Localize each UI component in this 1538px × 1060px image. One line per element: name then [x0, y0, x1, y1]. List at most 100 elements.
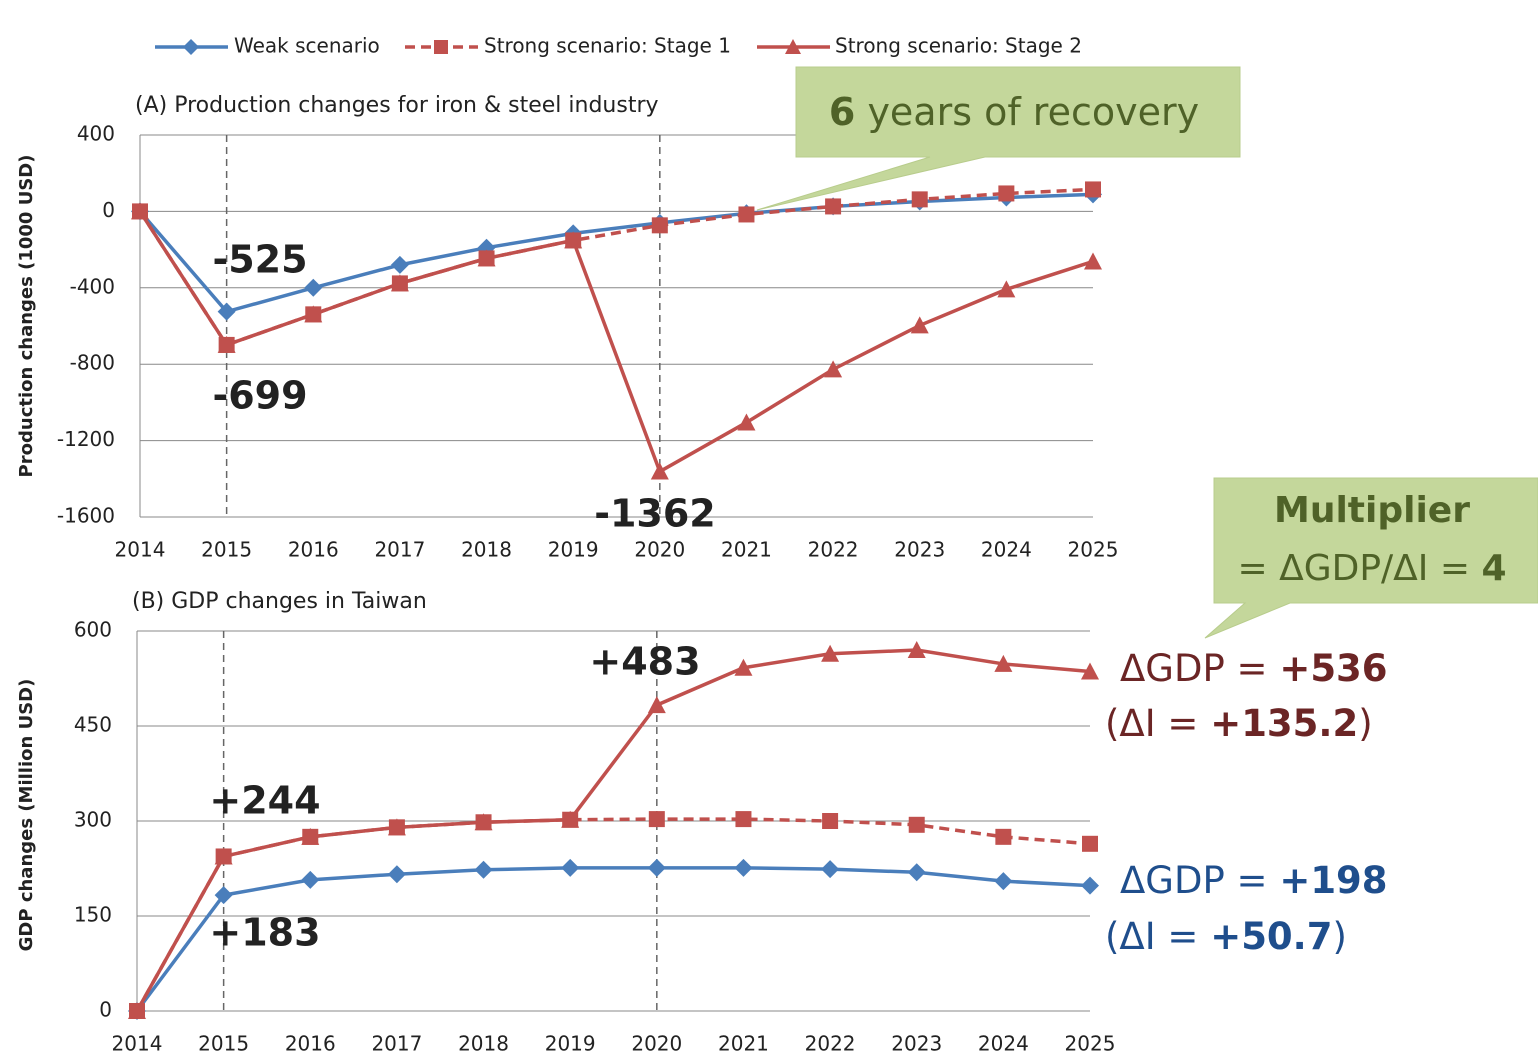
- marker: [910, 316, 929, 334]
- marker: [477, 249, 496, 267]
- marker: [908, 816, 925, 833]
- y-tick-label: 400: [77, 122, 115, 146]
- end-label: (ΔI = +135.2): [1105, 702, 1373, 745]
- marker: [824, 360, 843, 378]
- end-label-text: (ΔI =: [1105, 702, 1210, 745]
- panel-title: (B) GDP changes in Taiwan: [132, 589, 427, 614]
- marker: [1081, 876, 1099, 895]
- x-tick-label: 2021: [721, 538, 772, 562]
- annotation: +183: [209, 911, 320, 955]
- marker: [735, 811, 752, 828]
- y-axis-label: Production changes (1000 USD): [16, 155, 37, 478]
- series-line: [138, 192, 1094, 314]
- y-tick-label: -400: [70, 274, 115, 298]
- end-label-value: +536: [1279, 647, 1387, 690]
- y-tick-label: 0: [102, 198, 115, 222]
- x-tick-label: 2019: [548, 538, 599, 562]
- end-label-value: +135.2: [1210, 702, 1358, 745]
- legend-marker: [434, 40, 448, 54]
- annotation: -699: [212, 374, 307, 418]
- series-line: [138, 210, 1094, 475]
- x-tick-label: 2016: [288, 538, 339, 562]
- x-tick-label: 2018: [458, 1032, 509, 1056]
- end-label-text: ΔGDP =: [1120, 647, 1279, 690]
- marker: [214, 847, 233, 865]
- end-label-value: +198: [1279, 859, 1387, 902]
- marker: [737, 413, 756, 431]
- y-tick-label: 300: [74, 808, 112, 832]
- marker: [825, 198, 842, 215]
- marker: [561, 858, 580, 877]
- marker: [822, 813, 839, 829]
- marker: [648, 811, 665, 828]
- marker: [995, 828, 1012, 845]
- marker: [821, 644, 840, 662]
- x-tick-label: 2014: [112, 1032, 163, 1056]
- marker: [821, 860, 840, 879]
- marker: [911, 191, 928, 208]
- callout-box: [756, 66, 1241, 211]
- end-label-end: ): [1332, 915, 1346, 958]
- x-tick-label: 2025: [1065, 1032, 1116, 1056]
- y-tick-label: 450: [74, 713, 112, 737]
- end-label: ΔGDP = +198: [1120, 859, 1388, 902]
- end-label-text: ΔGDP =: [1120, 859, 1279, 902]
- series-line: [135, 866, 1091, 1013]
- x-tick-label: 2016: [285, 1032, 336, 1056]
- marker: [387, 818, 406, 836]
- marker: [304, 278, 323, 297]
- x-tick-label: 2023: [891, 1032, 942, 1056]
- marker: [217, 302, 236, 321]
- marker: [907, 863, 926, 882]
- marker: [994, 872, 1013, 891]
- marker: [564, 231, 583, 249]
- marker: [214, 886, 233, 905]
- marker: [997, 280, 1016, 298]
- x-tick-label: 2022: [805, 1032, 856, 1056]
- marker: [474, 860, 493, 879]
- series-line: [135, 648, 1091, 1012]
- marker: [128, 1002, 146, 1019]
- marker: [650, 462, 669, 480]
- annotation: -525: [212, 238, 307, 282]
- legend-marker: [785, 39, 801, 54]
- marker: [734, 658, 753, 676]
- end-label-end: ): [1358, 702, 1372, 745]
- x-tick-label: 2017: [371, 1032, 422, 1056]
- x-tick-label: 2014: [115, 538, 166, 562]
- marker: [647, 858, 666, 877]
- end-label-value: +50.7: [1210, 915, 1332, 958]
- y-tick-label: -800: [70, 351, 115, 375]
- callout-rest: = ΔGDP/ΔI =: [1237, 548, 1481, 589]
- marker: [561, 810, 580, 828]
- marker: [994, 654, 1013, 672]
- x-tick-label: 2021: [718, 1032, 769, 1056]
- marker: [390, 274, 409, 292]
- marker: [217, 335, 236, 353]
- x-tick-label: 2024: [981, 538, 1032, 562]
- annotation: +244: [209, 779, 320, 823]
- x-tick-label: 2023: [894, 538, 945, 562]
- legend-label: Strong scenario: Stage 2: [835, 34, 1082, 58]
- series-line: [135, 817, 1091, 1012]
- marker: [1081, 662, 1099, 680]
- annotation: +483: [589, 640, 700, 684]
- end-label: (ΔI = +50.7): [1105, 915, 1347, 958]
- x-tick-label: 2018: [461, 538, 512, 562]
- x-tick-label: 2022: [808, 538, 859, 562]
- marker: [907, 641, 926, 658]
- end-label-text: (ΔI =: [1105, 915, 1210, 958]
- marker: [1082, 835, 1098, 852]
- marker: [1085, 181, 1101, 198]
- callout-title: Multiplier: [1274, 490, 1470, 531]
- x-tick-label: 2020: [631, 1032, 682, 1056]
- marker: [651, 217, 668, 234]
- marker: [1084, 252, 1102, 270]
- series-line: [138, 187, 1094, 348]
- y-tick-label: 0: [99, 998, 112, 1022]
- x-tick-label: 2025: [1068, 538, 1119, 562]
- marker: [390, 255, 409, 274]
- x-tick-label: 2015: [201, 538, 252, 562]
- end-label: ΔGDP = +536: [1120, 647, 1388, 690]
